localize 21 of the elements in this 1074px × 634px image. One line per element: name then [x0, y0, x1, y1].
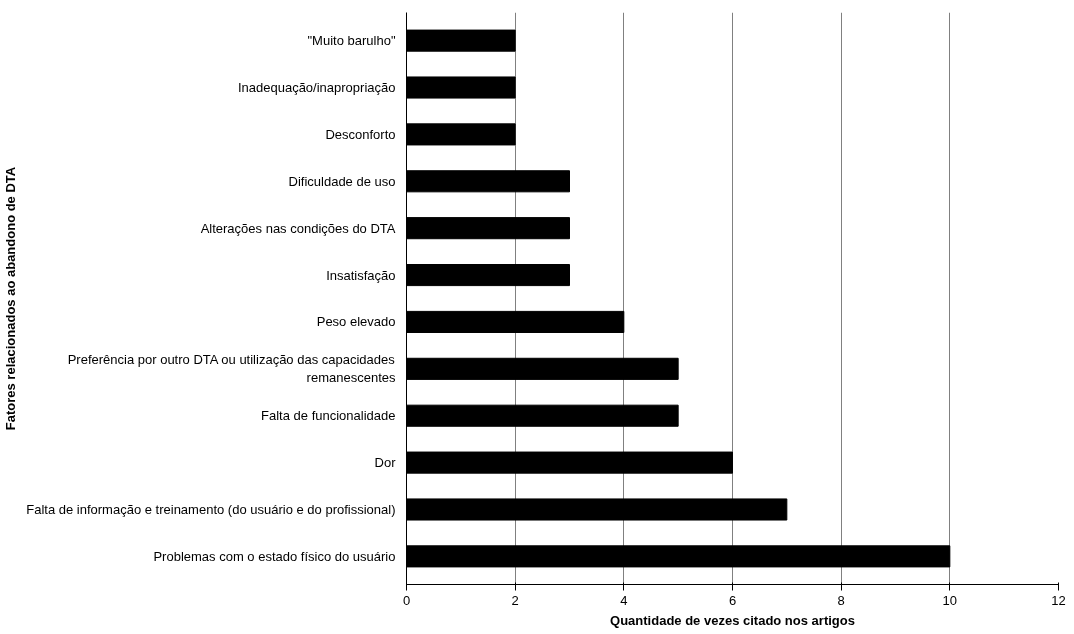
x-tick-label: 8 [837, 592, 845, 608]
y-tick-label: Desconforto [325, 126, 396, 142]
x-tick-label: 0 [402, 592, 411, 608]
x-tick-label: 12 [1051, 592, 1066, 608]
y-tick-label: Falta de funcionalidade [261, 408, 396, 424]
y-tick-label: Dificuldade de uso [288, 173, 396, 189]
y-tick-label: Insatisfação [326, 267, 396, 283]
y-tick-label: Dor [374, 455, 397, 471]
y-tick-label: Falta de informação e treinamento (do usuário e do profissional) [26, 501, 396, 517]
y-tick-label: Preferência por outro DTA ou utilização das capacidades remanescentes [67, 352, 396, 386]
y-tick-label: Problemas com o estado físico do usuário [153, 548, 396, 564]
x-tick-label: 6 [728, 592, 737, 608]
y-tick-label: "Muito barulho" [307, 33, 396, 49]
y-tick-label: Peso elevado [316, 314, 396, 330]
y-axis-title: Fatores relacionados ao abandono de DTA [3, 166, 19, 431]
x-tick-label: 10 [942, 592, 958, 608]
x-tick-label: 2 [511, 592, 519, 608]
x-axis-title: Quantidade de vezes citado nos artigos [610, 612, 855, 628]
y-tick-label: Alterações nas condições do DTA [200, 220, 396, 236]
y-tick-label: Inadequação/inapropriação [237, 80, 396, 96]
x-tick-label: 4 [620, 592, 628, 608]
